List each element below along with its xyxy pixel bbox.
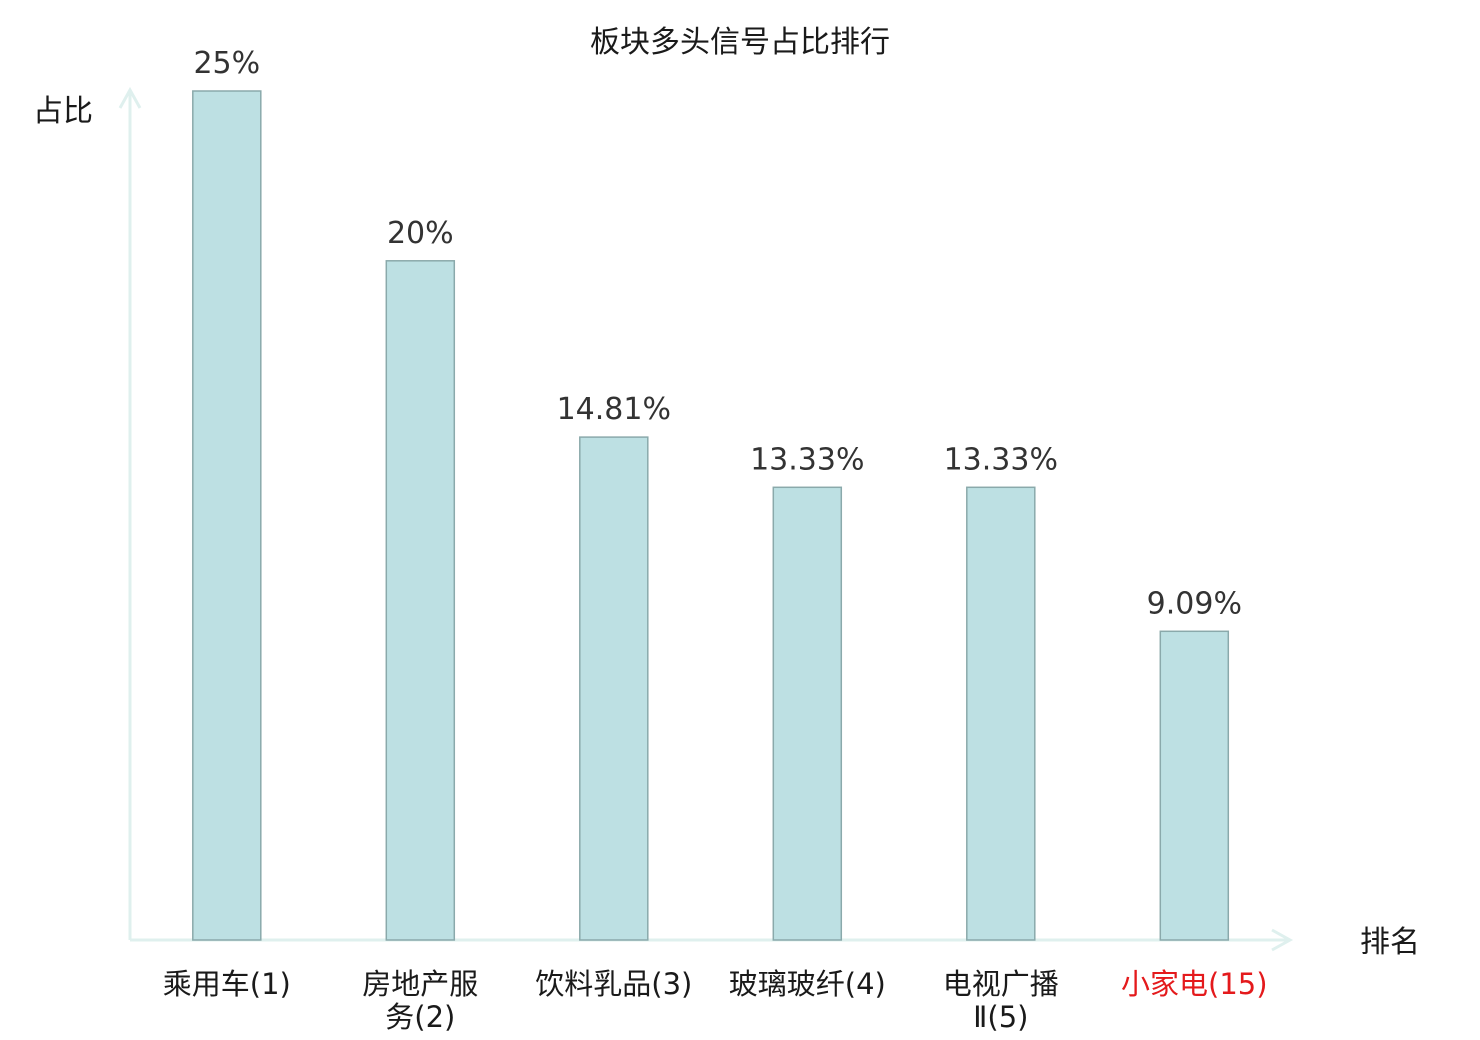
- bar-6: [1159, 630, 1230, 941]
- bar-3: [579, 436, 649, 941]
- category-label-5-line-2: Ⅱ(5): [973, 1000, 1028, 1034]
- category-label-6: 小家电(15): [1121, 967, 1268, 1001]
- bar-1: [192, 90, 262, 941]
- value-label-5: 13.33%: [944, 442, 1058, 477]
- y-axis-arrow: [118, 86, 142, 109]
- category-label-2-line-1: 房地产服: [362, 967, 478, 1001]
- x-axis-label: 排名: [1360, 925, 1420, 960]
- bar-4: [772, 486, 843, 941]
- value-label-4: 13.33%: [750, 442, 864, 477]
- category-label-1: 乘用车(1): [163, 967, 291, 1001]
- value-label-2: 20%: [387, 216, 454, 251]
- category-label-3: 饮料乳品(3): [535, 967, 692, 1001]
- value-label-3: 14.81%: [557, 392, 671, 427]
- bars-group: [192, 90, 1230, 941]
- category-label-5-line-1: 电视广播: [943, 967, 1059, 1001]
- value-labels-group: 25% 20% 14.81% 13.33% 13.33% 9.09%: [193, 46, 1242, 621]
- x-axis-arrow: [1271, 928, 1294, 952]
- value-label-1: 25%: [193, 46, 260, 81]
- axes: [118, 86, 1294, 952]
- value-label-6: 9.09%: [1147, 586, 1242, 621]
- bar-5: [966, 486, 1036, 941]
- category-label-4: 玻璃玻纤(4): [729, 967, 886, 1001]
- bar-2: [385, 260, 456, 941]
- chart-title: 板块多头信号占比排行: [590, 25, 890, 60]
- category-label-2-line-2: 务(2): [385, 1000, 455, 1034]
- y-axis-label: 占比: [33, 94, 93, 129]
